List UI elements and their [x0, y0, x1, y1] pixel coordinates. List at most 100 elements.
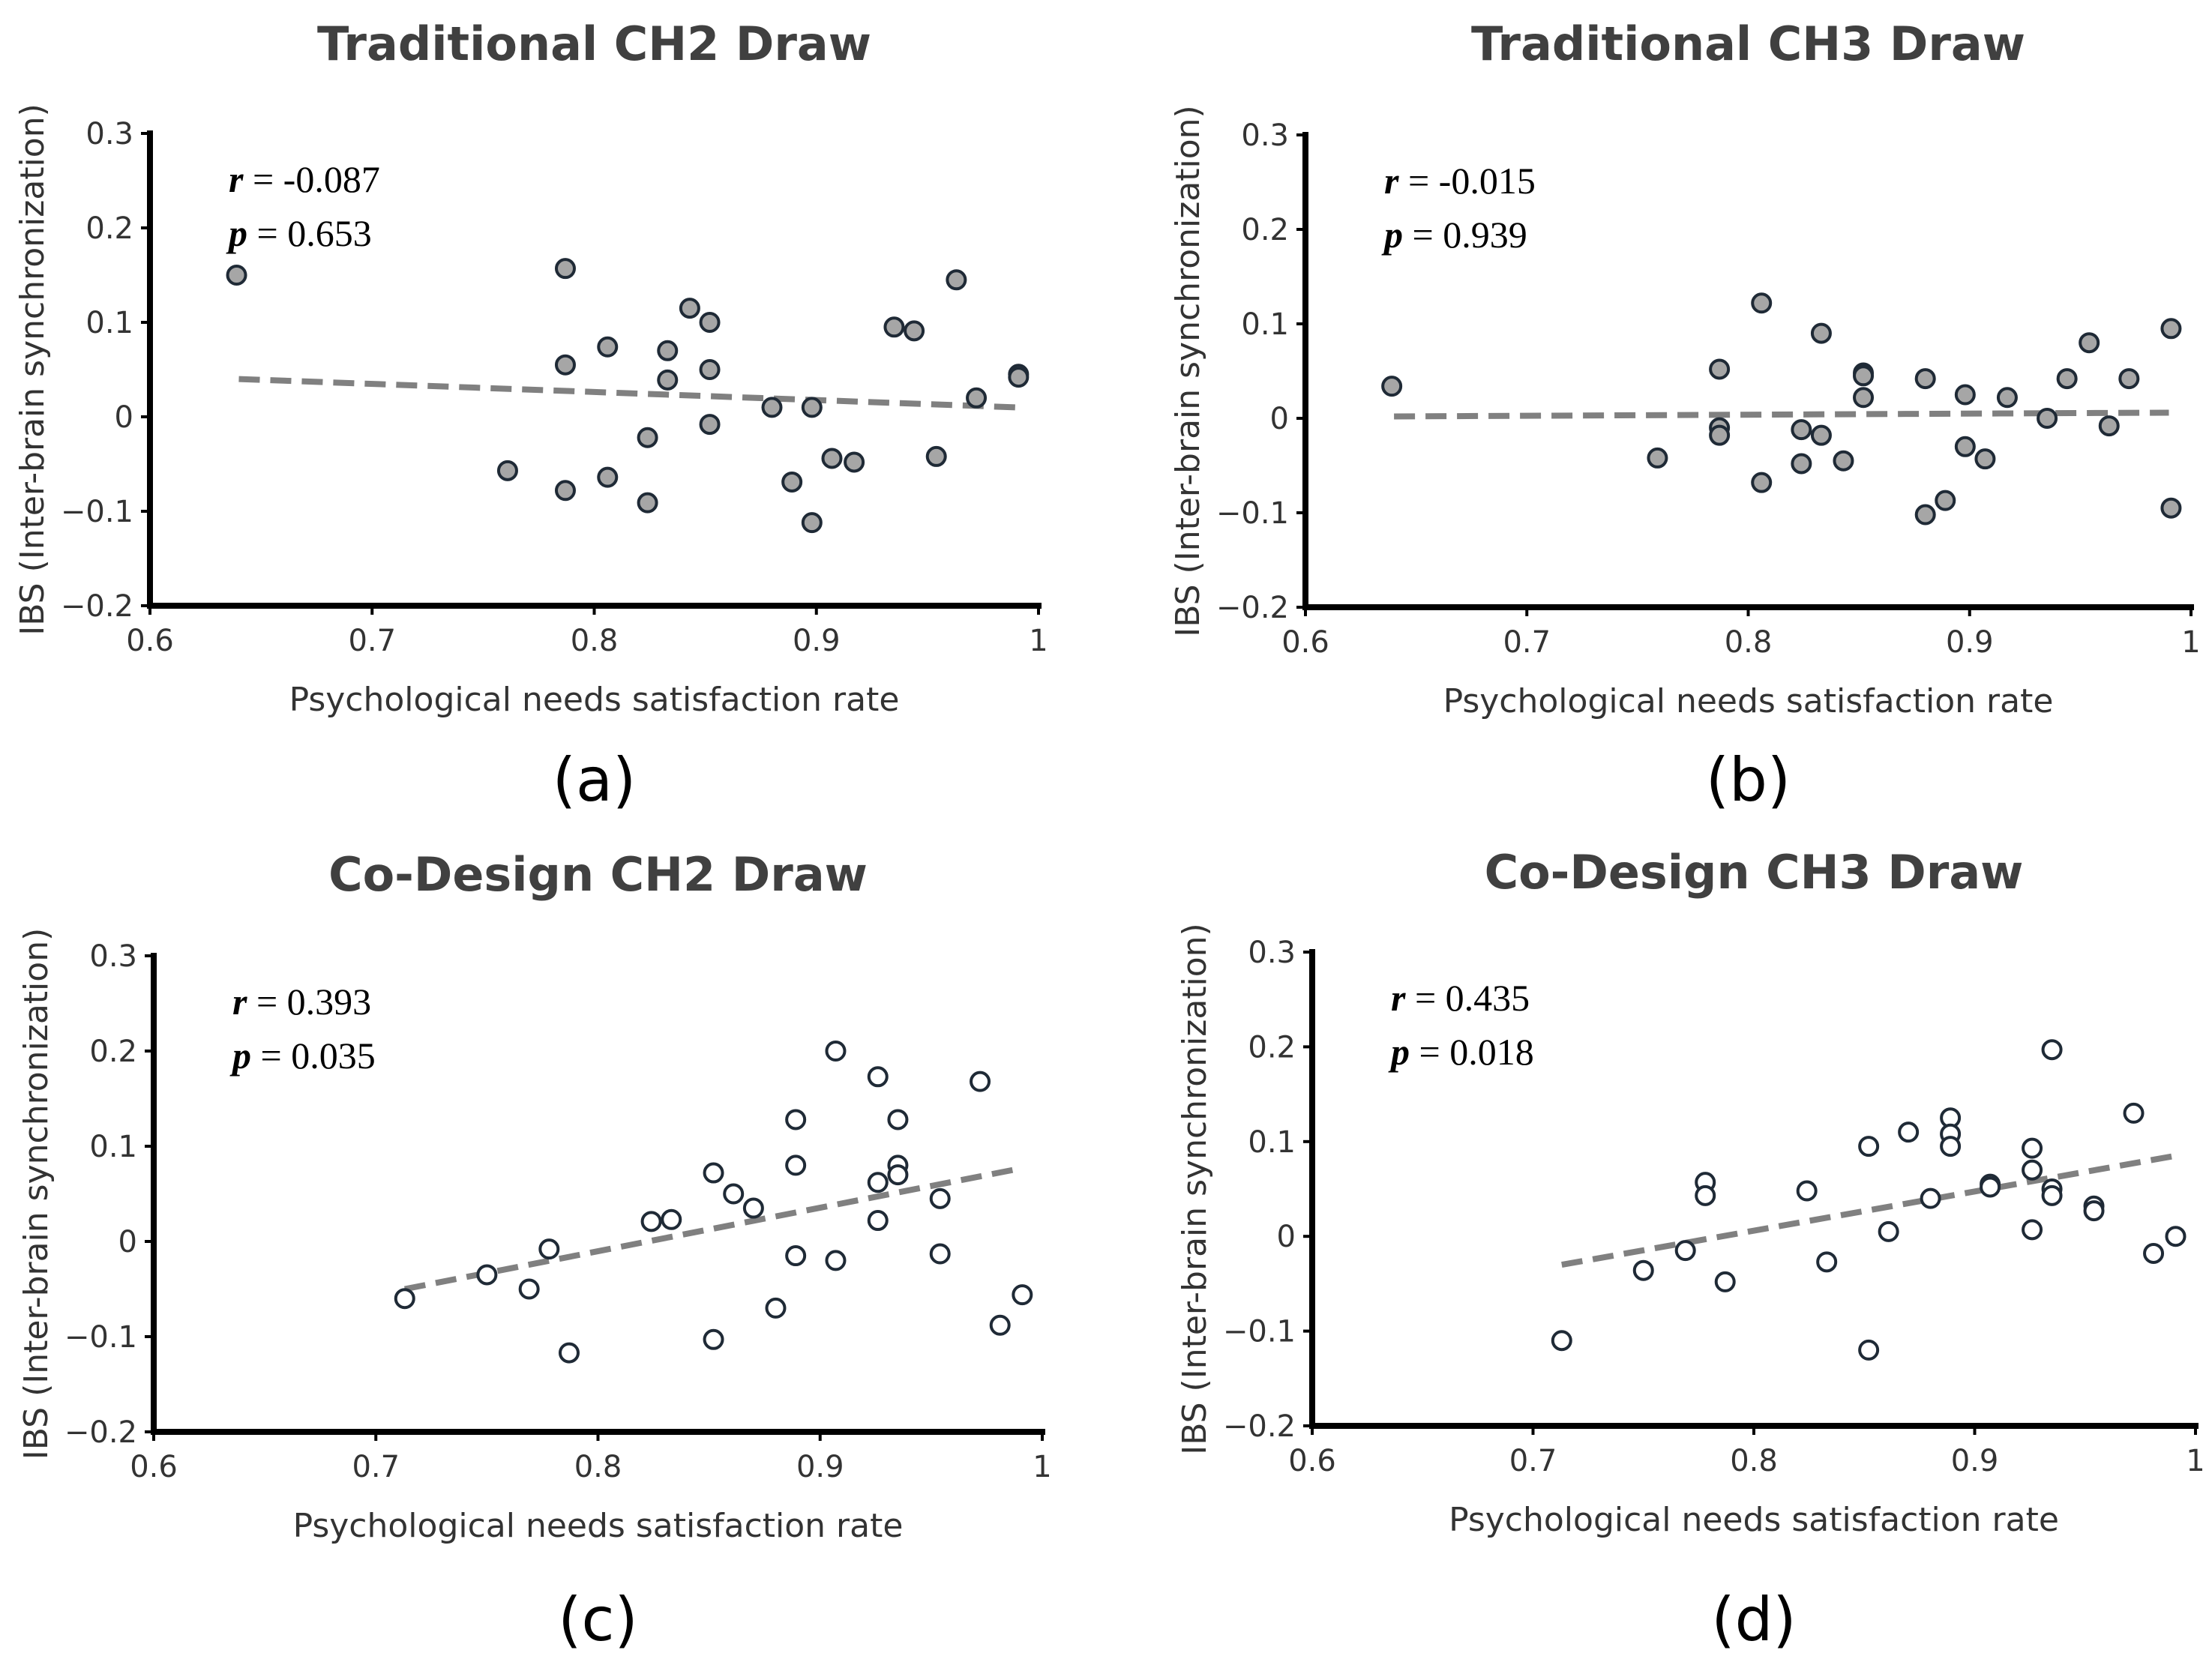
x-tick-label: 0.8: [1725, 625, 1773, 660]
x-tick-label: 0.9: [1951, 1444, 1999, 1478]
x-tick-label: 0.6: [130, 1450, 178, 1484]
data-point: [226, 265, 247, 286]
data-point: [1954, 384, 1976, 406]
y-tick-label: 0.1: [85, 306, 133, 340]
data-point: [1791, 419, 1812, 441]
y-tick-label: 0.3: [89, 939, 137, 974]
y-tick-label: −0.1: [61, 495, 133, 529]
chart-title: Co-Design CH3 Draw: [1485, 845, 2024, 900]
stat-p: p = 0.653: [226, 212, 372, 254]
data-point: [1695, 1184, 1716, 1206]
y-tick-label: 0.1: [1248, 1125, 1296, 1160]
stat-r-equals: =: [247, 981, 286, 1023]
x-tick-label: 0.7: [1503, 625, 1551, 660]
data-point: [1709, 424, 1731, 446]
data-point: [1858, 1136, 1880, 1157]
stat-r-symbol: r: [1391, 977, 1406, 1019]
data-point: [2118, 368, 2140, 390]
stat-r: r = -0.087: [229, 158, 380, 200]
data-point: [1810, 322, 1832, 344]
data-point: [657, 369, 679, 391]
data-point: [2056, 368, 2078, 390]
stat-p: p = 0.939: [1381, 214, 1527, 256]
stat-p-symbol: p: [1388, 1031, 1410, 1073]
data-point: [801, 397, 823, 418]
data-point: [1920, 1187, 1941, 1209]
stat-p-value: 0.939: [1443, 214, 1527, 256]
data-point: [946, 269, 967, 291]
data-point: [844, 451, 865, 473]
data-point: [597, 466, 619, 488]
y-tick-label: −0.1: [1216, 496, 1289, 531]
data-point: [1714, 1271, 1736, 1292]
panel-a: Traditional CH2 Draw0.30.20.10−0.1−0.20.…: [13, 16, 1048, 815]
x-tick-label: 0.9: [1946, 625, 1994, 660]
trend-line: [403, 1165, 1024, 1292]
y-tick-label: −0.1: [64, 1320, 137, 1355]
stat-r: r = 0.393: [232, 981, 371, 1023]
stat-r-value: -0.015: [1439, 160, 1536, 202]
y-tick-label: 0: [115, 400, 133, 435]
data-point: [1816, 1251, 1838, 1273]
panel-c: Co-Design CH2 Draw 0.3 0.2 0.1 0 −0.1 −0.20.6 0…: [17, 847, 1052, 1655]
y-tick-label: −0.2: [1223, 1409, 1296, 1444]
data-point: [929, 1243, 951, 1265]
data-point: [1858, 1339, 1880, 1361]
data-point: [2165, 1226, 2187, 1247]
y-axis-label: IBS (Inter-brain synchronization): [1169, 105, 1207, 636]
stat-p: p = 0.035: [229, 1035, 376, 1077]
panel-label: (b): [1706, 745, 1791, 815]
data-point: [1833, 450, 1854, 472]
y-tick-label: 0: [1270, 402, 1289, 436]
x-tick-label: 0.6: [1288, 1444, 1336, 1478]
data-point: [2098, 415, 2120, 437]
stat-p-value: 0.035: [291, 1035, 376, 1077]
panel-label: (d): [1711, 1585, 1796, 1655]
panel-label: (c): [558, 1585, 637, 1655]
data-point: [554, 480, 576, 502]
data-point: [1974, 448, 1996, 470]
panel-d: Co-Design CH3 Draw 0.3 0.2 0.1 0 −0.1 −0.20.6 0…: [1176, 845, 2205, 1655]
data-point: [496, 460, 518, 481]
data-point: [2123, 1102, 2145, 1124]
y-tick-label: −0.2: [61, 589, 133, 624]
data-point: [703, 1328, 724, 1350]
panel-label: (a): [553, 745, 636, 815]
stat-r-symbol: r: [232, 981, 247, 1023]
trend-line: [1561, 1152, 2177, 1268]
x-axis-label: Psychological needs satisfaction rate: [293, 1507, 904, 1545]
data-point: [558, 1342, 580, 1364]
y-tick-label: −0.1: [1223, 1315, 1296, 1349]
data-point: [640, 1211, 662, 1232]
data-point: [1853, 365, 1875, 387]
data-point: [966, 387, 988, 409]
data-point: [699, 414, 721, 436]
y-tick-label: 0.2: [1248, 1030, 1296, 1065]
data-point: [1551, 1330, 1572, 1352]
y-tick-label: 0: [1277, 1220, 1296, 1254]
stat-p-equals: =: [247, 212, 287, 254]
data-point: [637, 492, 658, 514]
data-point: [1751, 292, 1773, 314]
y-tick-label: 0.3: [1248, 936, 1296, 970]
stat-r-equals: =: [243, 158, 283, 200]
data-point: [518, 1278, 540, 1300]
data-point: [703, 1162, 724, 1184]
stat-p-equals: =: [1410, 1031, 1449, 1073]
data-point: [2041, 1184, 2063, 1206]
y-tick-label: 0.1: [1241, 307, 1289, 342]
data-point: [394, 1288, 415, 1310]
chart-title: Co-Design CH2 Draw: [328, 847, 868, 902]
data-point: [2143, 1242, 2165, 1264]
data-point: [723, 1183, 745, 1205]
y-tick-label: 0.2: [85, 211, 133, 246]
data-point: [1954, 436, 1976, 457]
data-point: [989, 1314, 1011, 1336]
trend-line: [238, 376, 1017, 411]
data-point: [1709, 358, 1731, 380]
data-point: [1632, 1259, 1654, 1281]
stat-r-value: -0.087: [283, 158, 380, 200]
data-point: [1012, 1284, 1033, 1306]
data-point: [785, 1245, 807, 1267]
